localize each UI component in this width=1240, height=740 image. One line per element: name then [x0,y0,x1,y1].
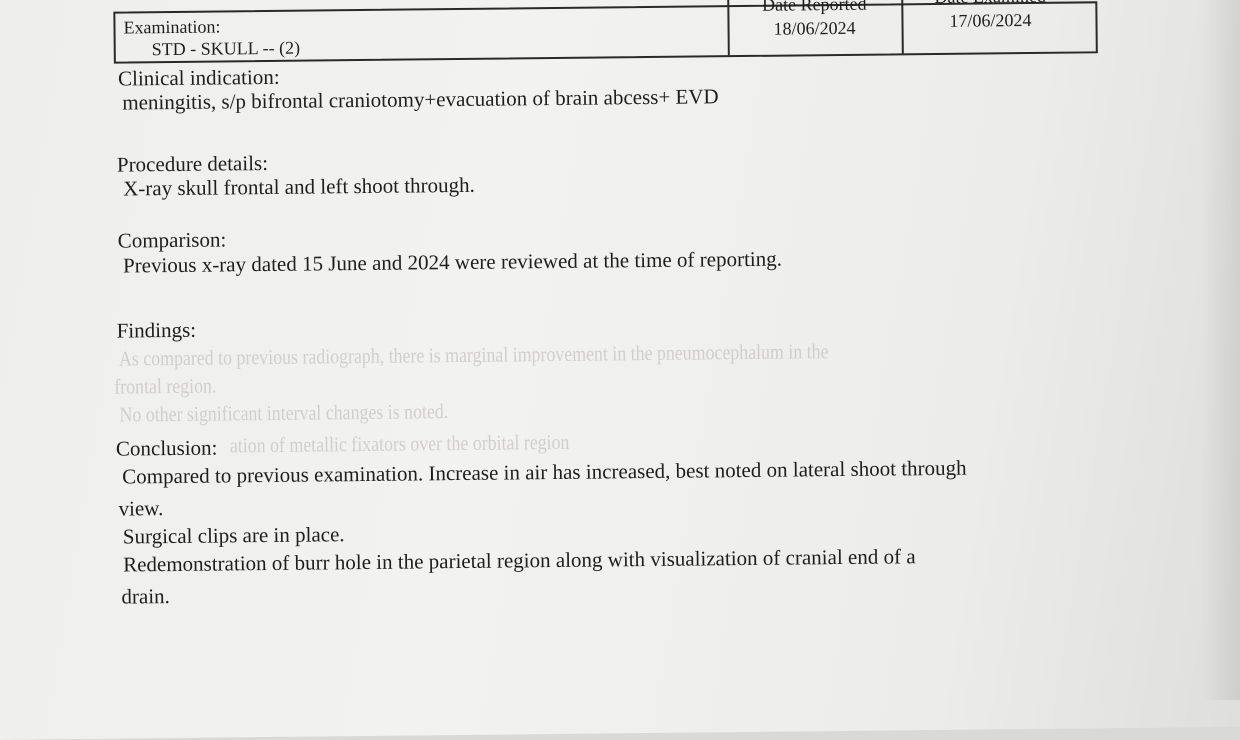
procedure-heading: Procedure details: [116,150,269,177]
findings-show-through-line: No other significant interval changes is… [119,399,449,427]
conclusion-heading: Conclusion: [115,435,218,461]
findings-heading: Findings: [116,317,197,343]
findings-show-through-line: ation of metallic fixators over the orbi… [229,429,570,458]
comparison-heading: Comparison: [117,227,227,253]
clinical-indication-heading: Clinical indication: [117,64,280,91]
date-reported-label: Date Reported [761,0,867,15]
conclusion-line: Compared to previous examination. Increa… [122,455,967,489]
date-reported-value: 18/06/2024 [773,17,856,39]
date-examined-label: Date Examined [905,0,1075,8]
conclusion-line: drain. [121,584,170,609]
findings-show-through-line: frontal region. [114,373,217,399]
procedure-text: X-ray skull frontal and left shoot throu… [123,172,475,201]
conclusion-line: view. [118,496,164,521]
date-examined-value: 17/06/2024 [949,9,1032,31]
paper-edge-shadow [1200,0,1240,700]
findings-show-through-line: As compared to previous radiograph, ther… [118,339,829,371]
examination-label: Examination: [123,16,221,38]
report-header-table: Examination: STD - SKULL -- (2) Date Rep… [113,0,1098,64]
conclusion-line: Redemonstration of burr hole in the pari… [123,544,916,577]
examination-value: STD - SKULL -- (2) [151,37,301,60]
conclusion-line: Surgical clips are in place. [122,522,345,549]
clinical-indication-text: meningitis, s/p bifrontal craniotomy+eva… [122,84,719,115]
column-divider [901,0,904,54]
